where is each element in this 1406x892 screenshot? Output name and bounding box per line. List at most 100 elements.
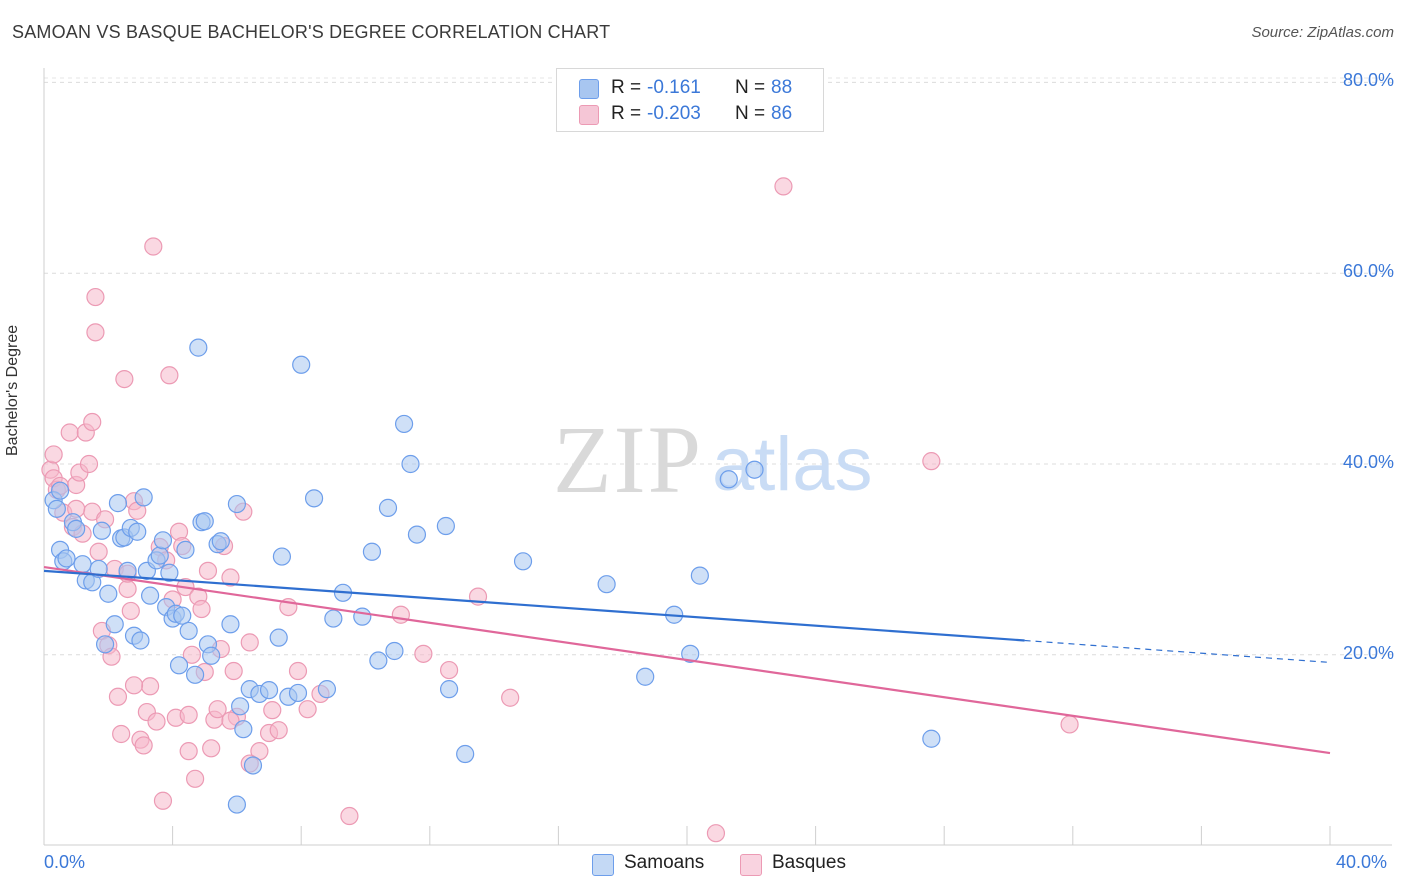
samoans-point [189,338,208,357]
basques-point [89,542,108,561]
samoans-point [292,355,311,374]
basques-point [44,445,63,464]
samoans-point [67,519,86,538]
samoans-point [385,641,404,661]
trend-lines [43,565,1331,755]
samoans-point [719,470,738,489]
basques-point [439,660,459,680]
y-tick-label: 20.0% [1342,642,1394,663]
samoans-point [92,521,111,540]
samoans-point [362,542,382,561]
source-credit: Source: ZipAtlas.com [1251,24,1394,41]
basques-point [182,645,201,664]
samoans-point [317,680,337,699]
samoans-point [272,547,292,566]
basques-legend-label: Basques [772,852,846,873]
samoans-point [394,414,414,434]
samoans-point [89,559,108,579]
samoans-point [50,481,70,500]
basques-point [83,412,102,432]
r-value: -0.203 [647,103,701,124]
basques-point [115,369,134,389]
samoans-point [57,549,76,568]
basques-point [706,824,726,843]
basques-point [108,687,128,706]
samoans-point [108,494,128,513]
y-tick-label: 80.0% [1342,70,1394,91]
basques-point [208,700,227,719]
n-label: N = [735,103,766,124]
x-tick-label-min: 0.0% [44,852,86,872]
basques-point [79,454,99,474]
samoans-trend-extension [1024,639,1331,664]
basques-point [179,705,198,725]
samoans-point [47,499,66,518]
samoans-trend-line [43,569,1025,642]
basques-point [288,661,308,681]
basques-point [198,561,218,580]
basques-legend-swatch [740,854,762,876]
samoans-swatch [579,79,599,99]
samoans-point [186,665,205,684]
basques-point [340,806,359,826]
samoans-point [160,563,179,582]
samoans-point [690,566,709,585]
samoans-point [176,540,195,559]
basques-swatch [579,105,599,125]
stats-legend: R = -0.161 N = 88 R = -0.203 N = 86 [556,68,824,132]
samoans-point [140,586,160,605]
basques-point [86,323,105,342]
watermark-zip: ZIP [553,406,703,513]
basques-point [922,452,941,471]
basques-point [240,633,259,652]
samoans-legend-swatch [592,854,614,876]
n-label: N = [735,77,766,98]
basques-point [414,644,433,663]
y-tick-label: 60.0% [1342,261,1394,282]
samoans-legend-label: Samoans [624,852,705,873]
samoans-point [173,606,192,625]
samoans-point [221,615,240,634]
basques-point [224,661,243,681]
samoans-point [304,489,324,508]
basques-point [269,721,288,740]
r-label: R = [611,77,642,98]
basques-point [121,601,140,621]
samoans-point [227,795,246,814]
basques-point [147,712,166,731]
samoans-point [134,488,153,507]
samoans-point [681,644,700,663]
samoans-point [73,555,92,574]
samoans-points [44,338,941,814]
samoans-point [169,656,189,675]
samoans-point [369,651,388,670]
r-value: -0.161 [647,77,701,98]
basques-point [144,237,163,256]
samoans-point [269,628,288,647]
basques-point [221,568,240,587]
n-value: 86 [771,103,793,124]
basques-point [192,599,211,619]
samoans-point [243,756,263,775]
r-label: R = [611,103,642,124]
basques-point [112,724,131,744]
basques-point [118,579,137,599]
basques-point [202,739,221,758]
samoans-point [211,532,230,551]
samoans-point [439,680,459,699]
samoans-point [259,680,279,700]
basques-point [298,700,317,719]
samoans-point [456,744,475,764]
samoans-point [227,494,246,514]
samoans-point [436,516,455,536]
y-tick-label: 40.0% [1342,452,1394,472]
axes [43,68,1392,846]
basques-point [1060,715,1079,734]
samoans-point [401,454,420,474]
basques-point [60,423,79,442]
basques-point [221,711,240,730]
watermark-atlas: atlas [712,422,873,507]
basques-trend-line [43,565,1331,755]
basques-point [140,677,160,696]
samoans-point [513,552,533,571]
